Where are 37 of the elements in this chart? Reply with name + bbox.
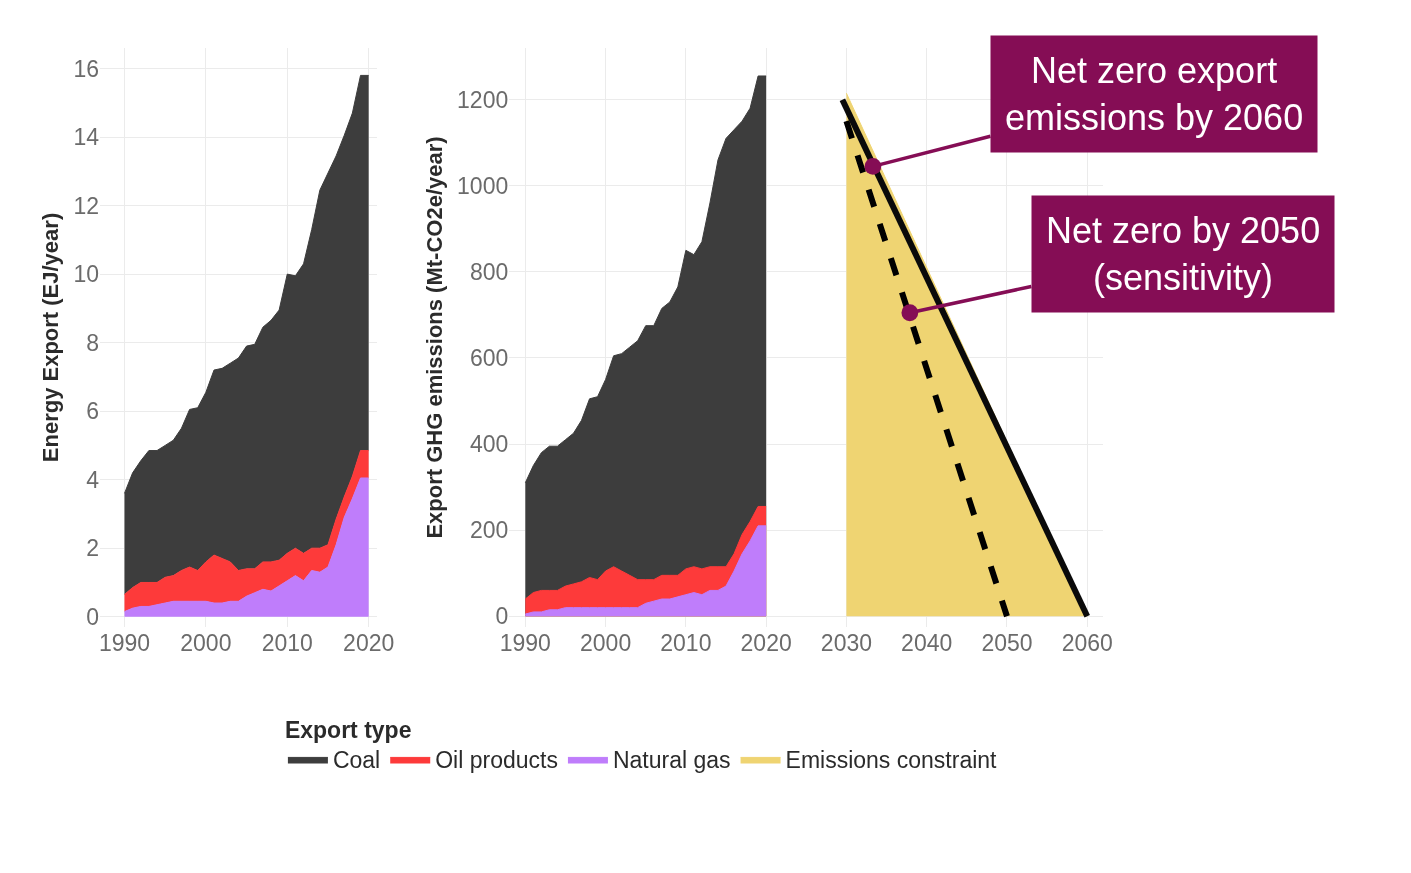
y-tick-label: 0	[495, 603, 509, 630]
annotation: Net zero export emissions by 2060	[1005, 50, 1304, 138]
x-tick-label: 1990	[499, 630, 551, 656]
y-tick-label: 600	[469, 345, 509, 371]
x-tick-label: 2000	[180, 630, 232, 656]
x-tick-label: 2000	[580, 630, 632, 656]
x-tick-label: 2020	[740, 630, 792, 656]
x-tick-label: 2010	[261, 630, 313, 656]
y-tick-label: 8	[86, 329, 100, 356]
y-axis-title: Export GHG emissions (Mt-CO2e/year)	[421, 136, 447, 539]
legend-label: Emissions constraint	[785, 747, 998, 774]
x-tick-label: 2030	[820, 630, 872, 656]
y-tick-label: 12	[73, 192, 100, 219]
x-tick-label: 2040	[901, 630, 953, 656]
y-axis-title: Energy Export (EJ/year)	[38, 212, 64, 463]
x-tick-label: 2010	[660, 630, 712, 656]
y-tick-label: 1000	[457, 172, 509, 199]
legend-title: Export type	[284, 716, 412, 743]
y-tick-label: 200	[469, 517, 509, 544]
y-tick-label: 1200	[457, 86, 509, 113]
y-tick-label: 14	[73, 124, 100, 151]
x-tick-label: 1990	[98, 630, 151, 656]
annotation: Net zero by 2050 (sensitivity)	[1046, 210, 1321, 298]
y-tick-label: 10	[73, 261, 100, 288]
x-tick-label: 2050	[981, 630, 1033, 656]
y-tick-label: 2	[86, 535, 100, 562]
y-tick-label: 800	[469, 258, 509, 285]
y-tick-label: 400	[469, 431, 509, 458]
legend-label: Oil products	[435, 747, 558, 774]
x-tick-label: 2020	[343, 630, 395, 656]
legend-label: Natural gas	[612, 747, 731, 774]
y-tick-label: 6	[86, 398, 100, 425]
y-tick-label: 0	[86, 603, 100, 630]
y-tick-label: 4	[86, 466, 100, 493]
x-tick-label: 2060	[1061, 630, 1113, 656]
legend-label: Coal	[332, 747, 381, 774]
y-tick-label: 16	[73, 55, 100, 82]
